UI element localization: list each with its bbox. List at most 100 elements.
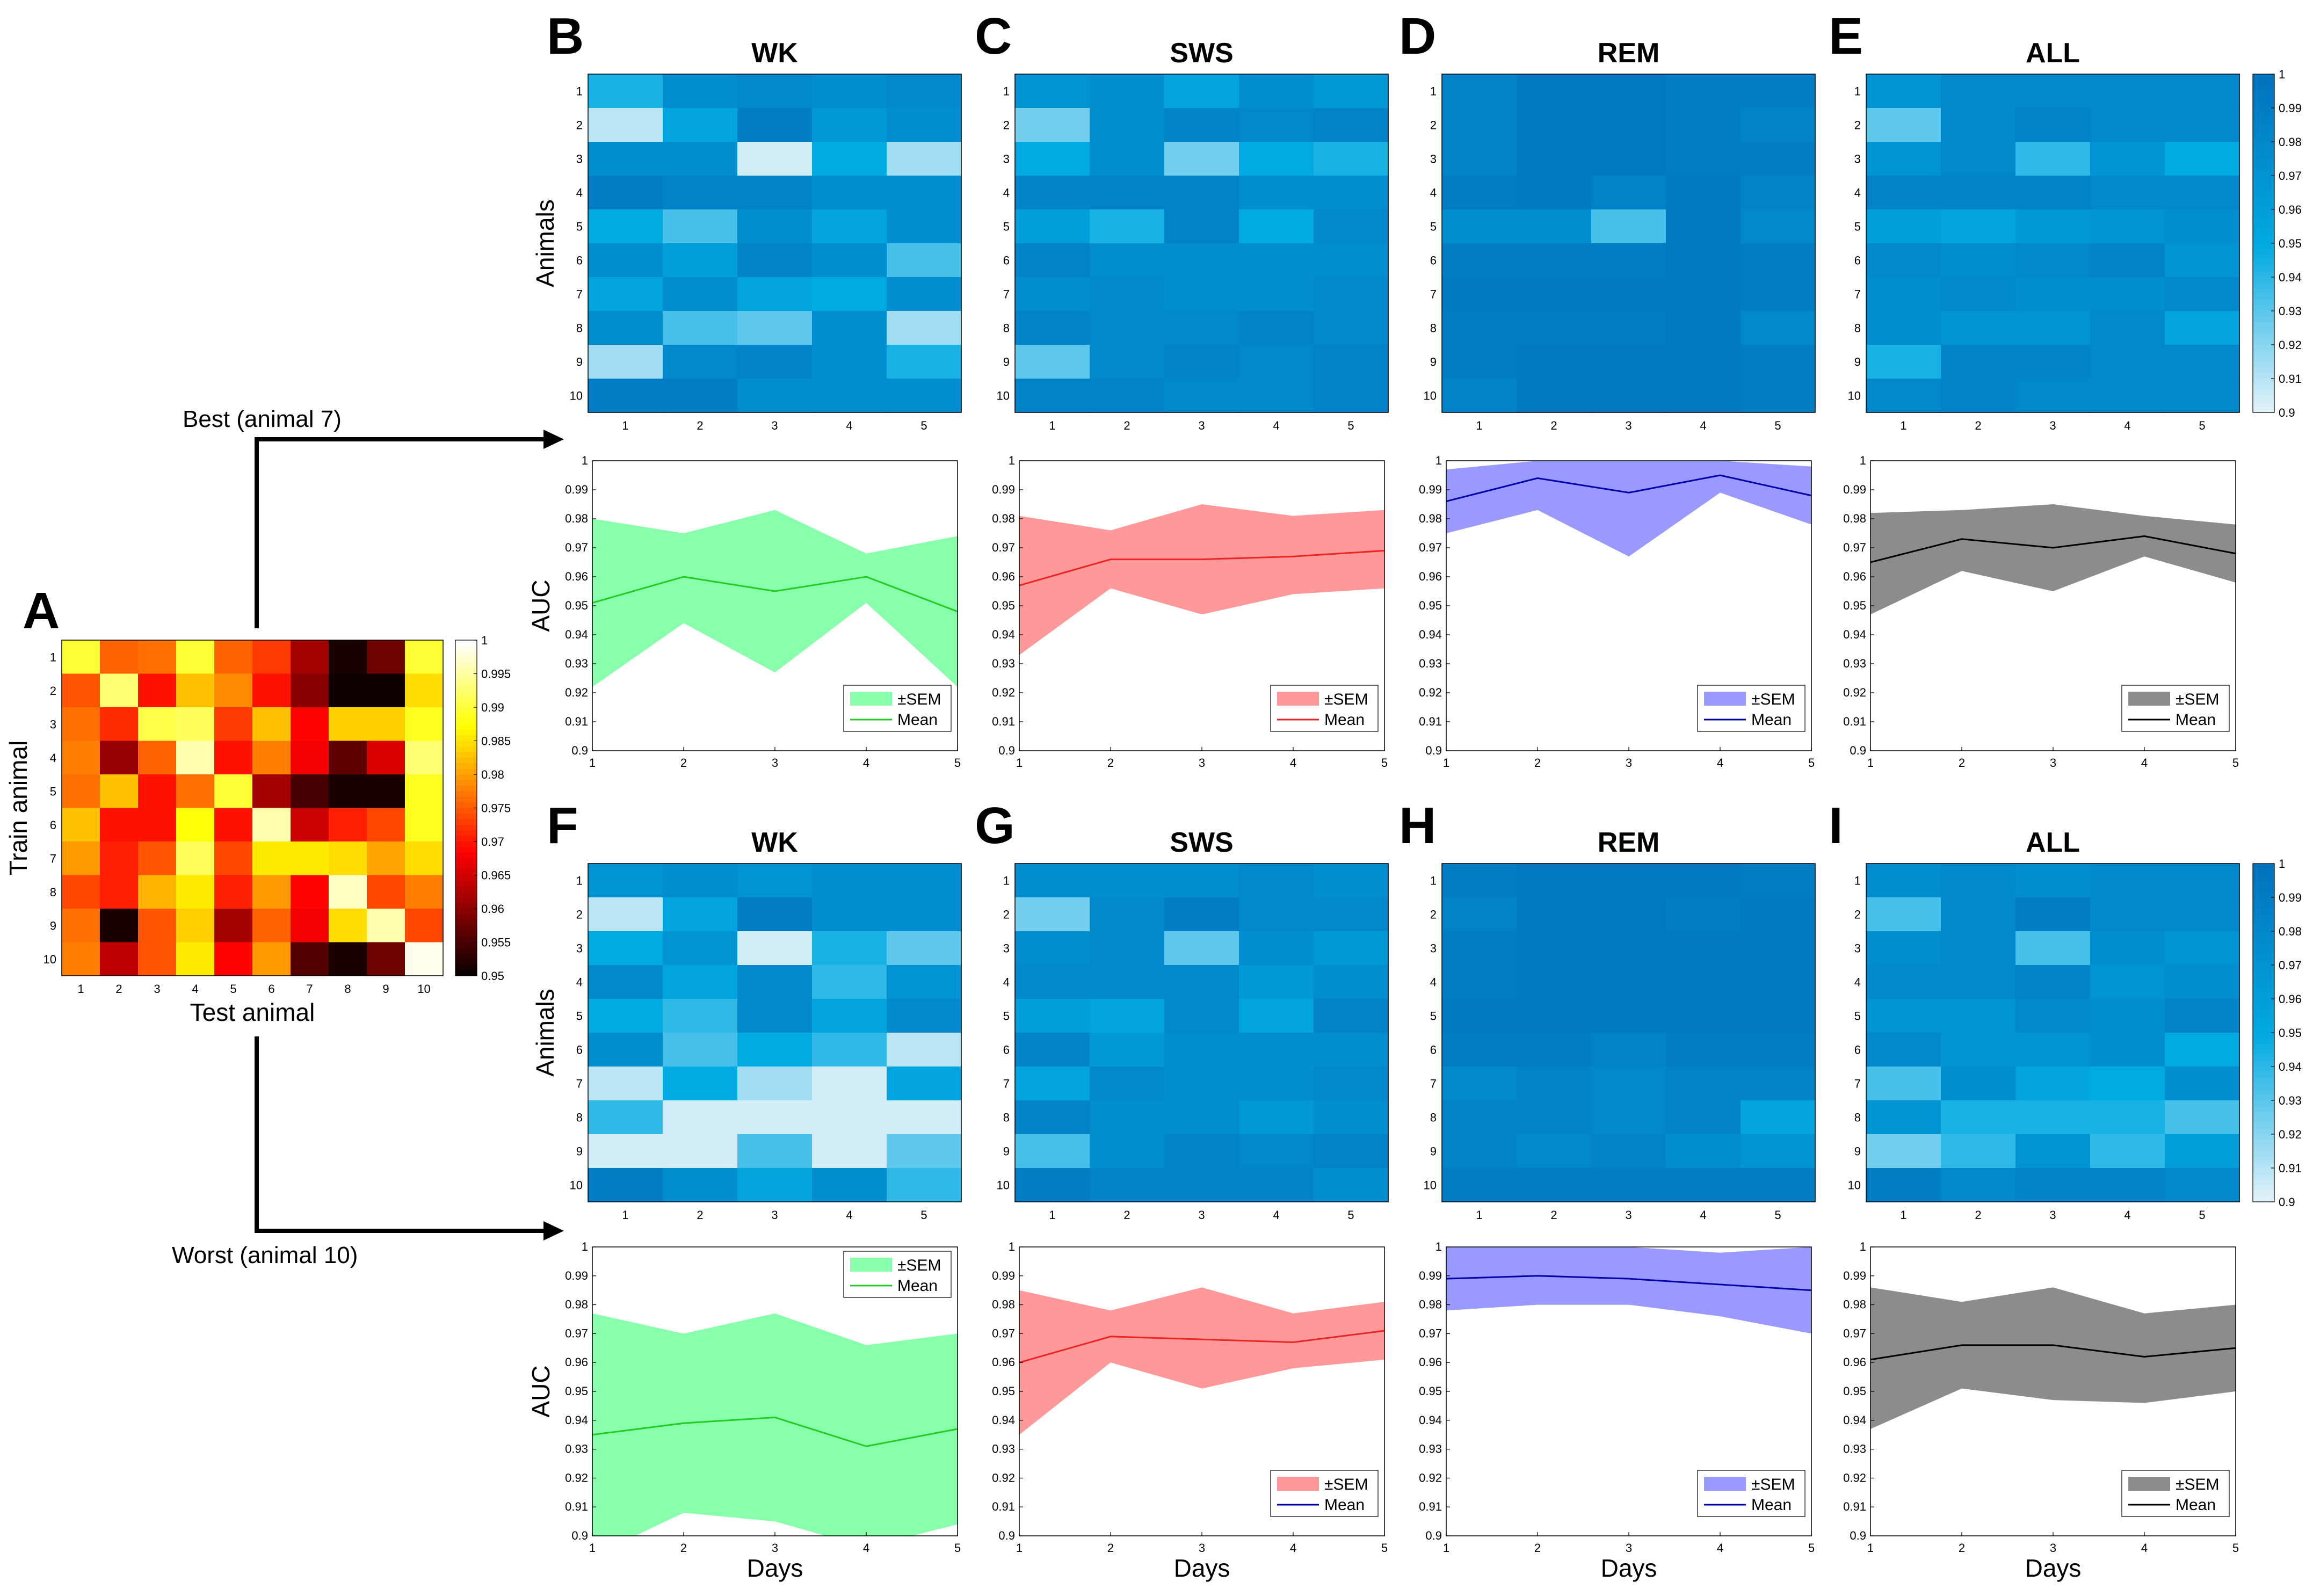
heatmap-cell bbox=[1090, 1134, 1165, 1169]
heatmap-cell bbox=[2165, 379, 2240, 413]
heatmap-cell bbox=[1941, 142, 2016, 176]
colorbar-segment bbox=[2253, 142, 2274, 148]
legend: ±SEM Mean bbox=[843, 685, 952, 732]
heatmap-cell bbox=[2165, 243, 2240, 278]
legend: ±SEM Mean bbox=[1270, 1470, 1379, 1517]
legend-label-mean: Mean bbox=[1324, 1496, 1365, 1514]
heatmap-cell bbox=[1866, 1168, 1941, 1202]
heatmap-cell bbox=[737, 311, 813, 345]
heatmap-cell bbox=[737, 965, 813, 999]
heatmap-cell bbox=[588, 379, 663, 413]
heatmap-cell bbox=[1866, 999, 1941, 1033]
heatmap-cell bbox=[62, 640, 100, 674]
heatmap-cell bbox=[1517, 864, 1592, 898]
y-tick-label: 0.92 bbox=[565, 1471, 588, 1484]
colorbar-tick-label: 0.93 bbox=[2279, 1094, 2302, 1107]
heatmap-cell bbox=[329, 774, 367, 809]
heatmap-cell bbox=[1866, 1033, 1941, 1067]
y-tick-label: 5 bbox=[50, 785, 56, 798]
heatmap-cell bbox=[2015, 999, 2091, 1033]
colorbar-tick-label: 0.98 bbox=[481, 768, 504, 781]
y-tick-label: 2 bbox=[576, 908, 583, 922]
colorbar-segment bbox=[2253, 976, 2274, 983]
colorbar-segment bbox=[2253, 1067, 2274, 1073]
heatmap-cell bbox=[2165, 209, 2240, 244]
heatmap-cell bbox=[588, 74, 663, 108]
x-tick-label: 5 bbox=[2199, 419, 2205, 432]
colorbar-segment bbox=[2253, 390, 2274, 396]
x-tick-label: 2 bbox=[1534, 1541, 1541, 1555]
heatmap-cell bbox=[2015, 1067, 2091, 1101]
heatmap-cell bbox=[1517, 209, 1592, 244]
heatmap-cell bbox=[176, 707, 215, 742]
heatmap-cell bbox=[1164, 1168, 1239, 1202]
heatmap-cell bbox=[1517, 1100, 1592, 1135]
heatmap-cell bbox=[252, 707, 291, 742]
heatmap-cell bbox=[1941, 176, 2016, 210]
heatmap-cell bbox=[887, 931, 962, 966]
heatmap-cell bbox=[2015, 243, 2091, 278]
colorbar-segment bbox=[2253, 266, 2274, 272]
best-arrow-head bbox=[543, 430, 564, 449]
heatmap-cell bbox=[1741, 1134, 1816, 1169]
y-tick-label: 0.96 bbox=[992, 570, 1015, 583]
y-tick-label: 3 bbox=[50, 717, 56, 731]
heatmap-cell bbox=[588, 864, 663, 898]
y-tick-label: 0.96 bbox=[1843, 1355, 1866, 1369]
heatmap-cell bbox=[2090, 931, 2165, 966]
heatmap-cell bbox=[1015, 999, 1090, 1033]
worst-arrow bbox=[255, 1036, 553, 1233]
mean-line bbox=[1019, 1330, 1384, 1363]
colorbar-segment bbox=[2253, 294, 2274, 300]
heatmap-cell bbox=[1314, 1134, 1389, 1169]
heatmap-cell bbox=[1941, 965, 2016, 999]
heatmap-cell bbox=[100, 640, 139, 674]
heatmap-cell bbox=[1866, 277, 1941, 311]
heatmap-cell bbox=[62, 875, 100, 909]
y-tick-label: 10 bbox=[1848, 1179, 1861, 1192]
heatmap-cell bbox=[2090, 897, 2165, 932]
x-tick-label: 3 bbox=[771, 419, 778, 432]
x-axis-label: Test animal bbox=[190, 998, 315, 1026]
y-tick-label: 10 bbox=[43, 953, 56, 966]
heatmap-cell bbox=[588, 1168, 663, 1202]
colorbar-segment bbox=[2253, 1173, 2274, 1180]
heatmap-cell bbox=[887, 243, 962, 278]
colorbar-segment bbox=[455, 875, 477, 881]
heatmap-frame bbox=[1014, 863, 1389, 1202]
heatmap-cell bbox=[2090, 243, 2165, 278]
x-tick-label: 4 bbox=[1717, 756, 1723, 770]
sem-band bbox=[1019, 1287, 1384, 1435]
y-tick-label: 0.94 bbox=[992, 1413, 1015, 1427]
heatmap-cell bbox=[62, 774, 100, 809]
heatmap-cell bbox=[329, 841, 367, 876]
y-tick-label: 8 bbox=[50, 886, 56, 899]
heatmap-cell bbox=[100, 741, 139, 775]
x-tick-label: 1 bbox=[1443, 756, 1449, 770]
y-tick-label: 4 bbox=[576, 186, 583, 200]
y-tick-label: 1 bbox=[582, 1240, 588, 1253]
heatmap-cell bbox=[588, 209, 663, 244]
colorbar-tick-label: 1 bbox=[2279, 857, 2285, 870]
heatmap-cell bbox=[812, 345, 887, 379]
heatmap-cell bbox=[588, 1033, 663, 1067]
heatmap-cell bbox=[1741, 1033, 1816, 1067]
y-tick-label: 0.92 bbox=[992, 686, 1015, 699]
heatmap-cell bbox=[887, 1134, 962, 1169]
x-tick-label: 4 bbox=[846, 1208, 852, 1222]
heatmap-cell bbox=[1090, 864, 1165, 898]
heatmap-cell bbox=[291, 640, 329, 674]
heatmap-cell bbox=[1239, 142, 1314, 176]
x-tick-label: 5 bbox=[1808, 1541, 1815, 1555]
colorbar-tick-label: 0.99 bbox=[2279, 101, 2302, 115]
heatmap-cell bbox=[1591, 108, 1666, 142]
colorbar-segment bbox=[2253, 345, 2274, 351]
y-tick-label: 0.93 bbox=[565, 1442, 588, 1456]
y-tick-label: 8 bbox=[1854, 1111, 1861, 1125]
x-tick-label: 5 bbox=[1347, 1208, 1354, 1222]
colorbar-segment bbox=[2253, 1106, 2274, 1112]
heatmap-cell bbox=[1941, 345, 2016, 379]
heatmap-cell bbox=[214, 875, 253, 909]
colorbar-tick-label: 0.98 bbox=[2279, 925, 2302, 938]
heatmap-cell bbox=[1941, 931, 2016, 966]
